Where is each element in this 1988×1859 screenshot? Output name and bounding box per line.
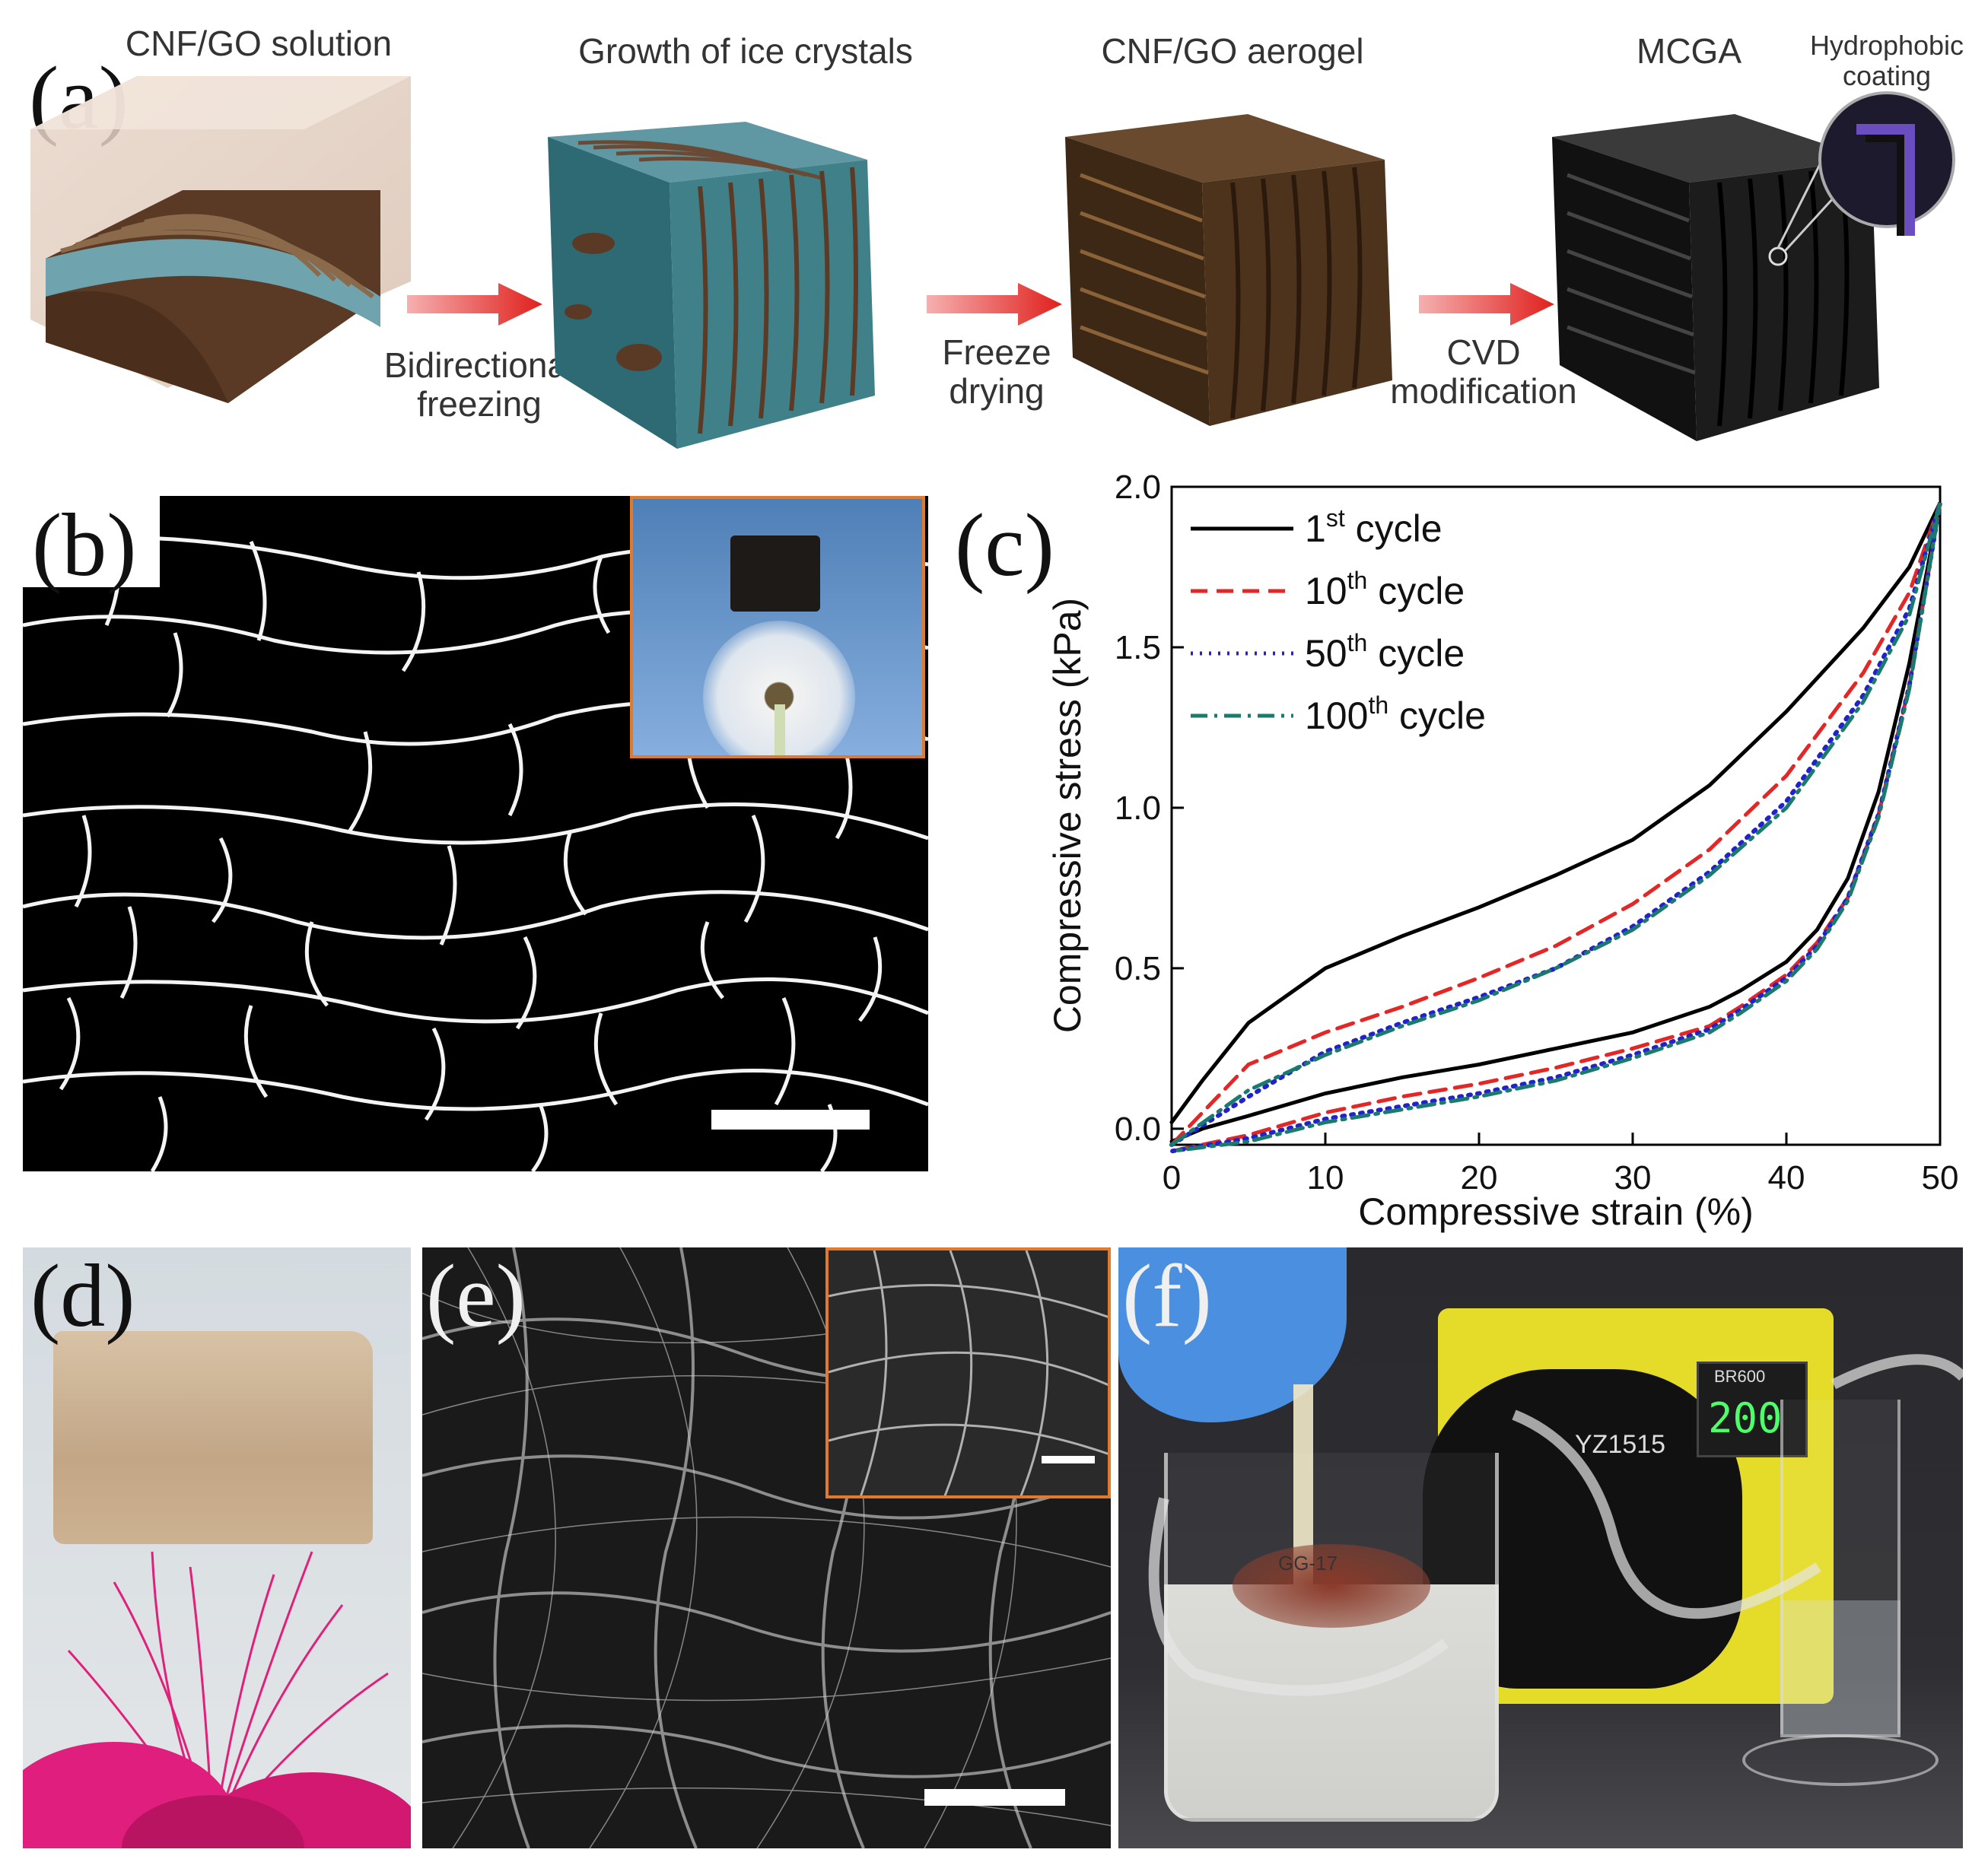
panel-d-photo: (d)	[23, 1247, 411, 1848]
step-label-mcga: MCGA	[1637, 31, 1741, 71]
step-label-ice: Growth of ice crystals	[578, 31, 913, 71]
arrow-label-3-line2: modification	[1390, 370, 1577, 411]
pump-display-value: 200	[1708, 1394, 1783, 1442]
solution-cube-illustration	[30, 76, 411, 403]
legend-label-1st: 1st cycle	[1305, 504, 1442, 550]
x-tick-label: 20	[1461, 1159, 1498, 1196]
step-label-solution: CNF/GO solution	[125, 24, 393, 63]
process-arrow-2	[927, 283, 1062, 326]
legend-label-50th: 50th cycle	[1305, 629, 1465, 675]
beaker	[1164, 1453, 1499, 1822]
cylinder-base	[1742, 1734, 1939, 1786]
feather-illustration	[23, 1551, 411, 1848]
process-arrow-1	[407, 283, 542, 326]
panel-e-inset	[825, 1247, 1111, 1498]
panel-b-scale-bar	[711, 1110, 870, 1130]
mcga-cube-illustration	[1552, 91, 1955, 441]
arrow-label-1-line2: freezing	[417, 383, 542, 424]
aerogel-sample	[53, 1331, 373, 1544]
panel-b-letter: (b)	[32, 495, 137, 595]
arrow-label-1-line1: Bidirectional	[383, 345, 575, 385]
y-tick-label: 2.0	[1115, 469, 1161, 506]
pump-model-label: YZ1515	[1575, 1430, 1666, 1459]
x-tick-label: 50	[1922, 1159, 1959, 1196]
arrow-label-3-line1: CVD	[1446, 332, 1521, 372]
panel-a: (a) CNF/GO solution Growth of ice crysta…	[0, 0, 1988, 456]
legend-label-10th: 10th cycle	[1305, 567, 1465, 612]
silicone-tubing	[1148, 1354, 1963, 1696]
x-tick-label: 0	[1163, 1159, 1181, 1196]
panel-d-letter: (d)	[30, 1247, 135, 1346]
arrow-label-3: CVD modification	[1369, 333, 1598, 410]
x-tick-label: 10	[1307, 1159, 1344, 1196]
step-label-aerogel: CNF/GO aerogel	[1101, 31, 1364, 71]
y-tick-label: 1.0	[1115, 790, 1161, 827]
panel-e-letter: (e)	[426, 1247, 526, 1346]
y-tick-label: 0.5	[1115, 950, 1161, 987]
pump-display: BR600 200	[1697, 1362, 1808, 1457]
oil-layer	[1233, 1544, 1430, 1628]
measuring-cylinder	[1780, 1400, 1901, 1737]
panel-b-sem-image	[23, 496, 928, 1171]
y-tick-label: 0.0	[1115, 1111, 1161, 1148]
inset-fibers	[829, 1250, 1108, 1495]
pump-brand-label: BR600	[1714, 1367, 1766, 1386]
plot-frame	[1170, 485, 1942, 1146]
x-tick-label: 30	[1614, 1159, 1652, 1196]
panel-c-chart: 0 10 20 30 40 50 0.0 0.5 1.0 1.5 2.0 1st cycle 10th…	[1046, 469, 1959, 1233]
series-line-50th	[1169, 502, 1942, 1154]
panel-b-letter-box	[23, 496, 160, 587]
aerogel-cube-illustration	[1065, 114, 1392, 426]
panel-e-inset-scale-bar	[1042, 1456, 1095, 1463]
dandelion-stem	[775, 704, 785, 755]
panel-e-sem-image: (e)	[422, 1247, 1111, 1848]
series-line-100th	[1169, 502, 1942, 1153]
x-tick-label: 40	[1768, 1159, 1805, 1196]
callout-hydrophobic-coating: Hydrophobic coating	[1809, 30, 1964, 91]
aerogel-block	[730, 535, 820, 612]
series-line-10th	[1169, 502, 1942, 1153]
panel-c-letter: (c)	[955, 495, 1054, 595]
panel-b-inset-photo	[630, 496, 925, 758]
beaker-label: GG-17	[1278, 1552, 1338, 1575]
series-line-1st	[1169, 502, 1942, 1144]
ice-crystal-cube-illustration	[548, 122, 875, 449]
arrow-label-2-line1: Freeze	[942, 332, 1051, 372]
arrow-label-2: Freeze drying	[883, 333, 1111, 410]
arrow-label-1: Bidirectional freezing	[365, 346, 593, 423]
x-axis-label: Compressive strain (%)	[1358, 1190, 1754, 1233]
panel-e-scale-bar	[924, 1789, 1065, 1806]
y-tick-label: 1.5	[1115, 629, 1161, 666]
panel-f-letter: (f)	[1122, 1247, 1212, 1346]
panel-f-photo: BR600 200 YZ1515 GG-17 (f)	[1118, 1247, 1963, 1848]
legend-label-100th: 100th cycle	[1305, 691, 1486, 737]
process-arrow-3	[1419, 283, 1554, 326]
y-axis-label: Compressive stress (kPa)	[1046, 598, 1089, 1033]
arrow-label-2-line2: drying	[949, 370, 1045, 411]
